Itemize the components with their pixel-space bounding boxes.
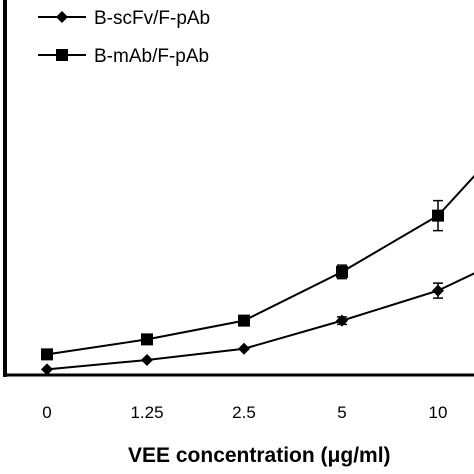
series-2-line [46, 174, 474, 356]
x-tick-label: 0 [42, 403, 51, 422]
legend-marker [56, 11, 68, 23]
x-axis-title: VEE concentration (μg/ml) [128, 444, 391, 467]
series-2 [41, 174, 474, 361]
x-tick-labels: 0 1.25 2.5 5 10 [42, 403, 447, 422]
x-tick-label: 10 [429, 403, 448, 422]
data-point [432, 284, 444, 297]
data-point [336, 314, 348, 327]
x-tick-label: 2.5 [232, 403, 256, 422]
data-point [41, 363, 53, 376]
data-point [141, 333, 153, 346]
data-point [432, 209, 444, 222]
series-1 [41, 272, 474, 376]
legend-label: B-mAb/F-pAb [94, 46, 209, 67]
legend-label: B-scFv/F-pAb [94, 8, 210, 29]
data-point [238, 342, 250, 355]
data-point [336, 265, 348, 278]
series-layer [41, 174, 474, 376]
series-1-line [46, 272, 474, 371]
data-point [238, 314, 250, 327]
data-point [41, 348, 53, 361]
x-tick-label: 1.25 [130, 403, 163, 422]
data-point [141, 354, 153, 366]
legend-marker [56, 49, 68, 61]
legend: B-scFv/F-pAb B-mAb/F-pAb [38, 8, 210, 67]
x-tick-label: 5 [337, 403, 346, 422]
